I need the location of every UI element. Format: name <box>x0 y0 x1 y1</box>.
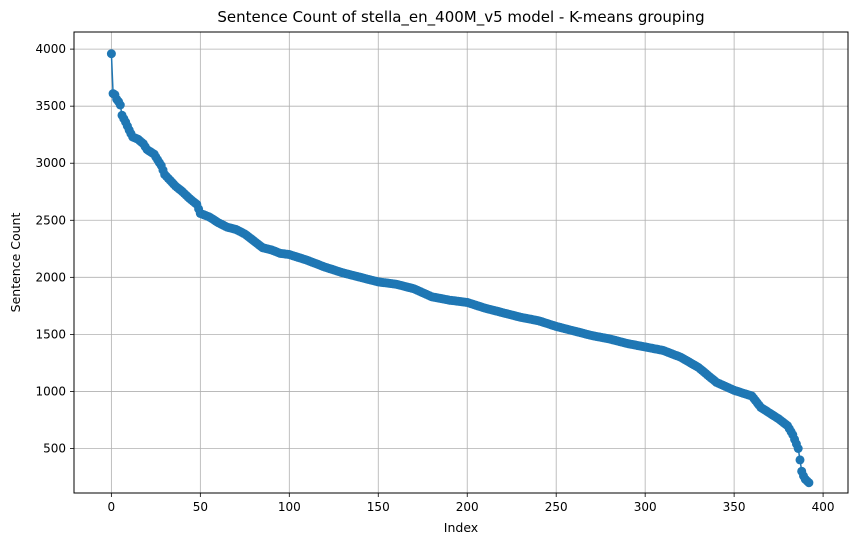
grid <box>74 32 848 493</box>
x-tick-label: 100 <box>278 500 301 514</box>
x-axis-label: Index <box>444 520 478 535</box>
series-line <box>110 53 810 484</box>
y-tick-label: 4000 <box>35 42 66 56</box>
x-tick-label: 400 <box>812 500 835 514</box>
data-point <box>106 49 116 59</box>
y-tick-label: 1500 <box>35 327 66 341</box>
data-point <box>115 100 125 110</box>
y-tick-label: 3500 <box>35 99 66 113</box>
y-tick-label: 2500 <box>35 213 66 227</box>
y-tick-label: 1000 <box>35 384 66 398</box>
y-axis-label: Sentence Count <box>8 213 23 313</box>
series-polyline <box>110 53 810 484</box>
chart-title: Sentence Count of stella_en_400M_v5 mode… <box>217 8 704 27</box>
data-point <box>793 444 803 453</box>
data-point <box>795 455 805 465</box>
x-tick-label: 200 <box>456 500 479 514</box>
x-tick-label: 350 <box>723 500 746 514</box>
series-markers <box>106 49 814 488</box>
plot-frame <box>73 31 849 494</box>
x-tick-label: 50 <box>193 500 208 514</box>
x-tick-label: 0 <box>108 500 116 514</box>
x-tick-label: 150 <box>367 500 390 514</box>
y-tick-label: 2000 <box>35 270 66 284</box>
data-point <box>804 478 814 488</box>
x-tick-label: 250 <box>545 500 568 514</box>
x-axis-ticks: 0 50 100 150 200 250 300 350 400 <box>108 493 835 514</box>
y-axis-ticks: 500 1000 1500 2000 2500 3000 3500 4000 <box>35 42 74 455</box>
x-tick-label: 300 <box>634 500 657 514</box>
y-tick-label: 3000 <box>35 156 66 170</box>
y-tick-label: 500 <box>43 441 66 455</box>
